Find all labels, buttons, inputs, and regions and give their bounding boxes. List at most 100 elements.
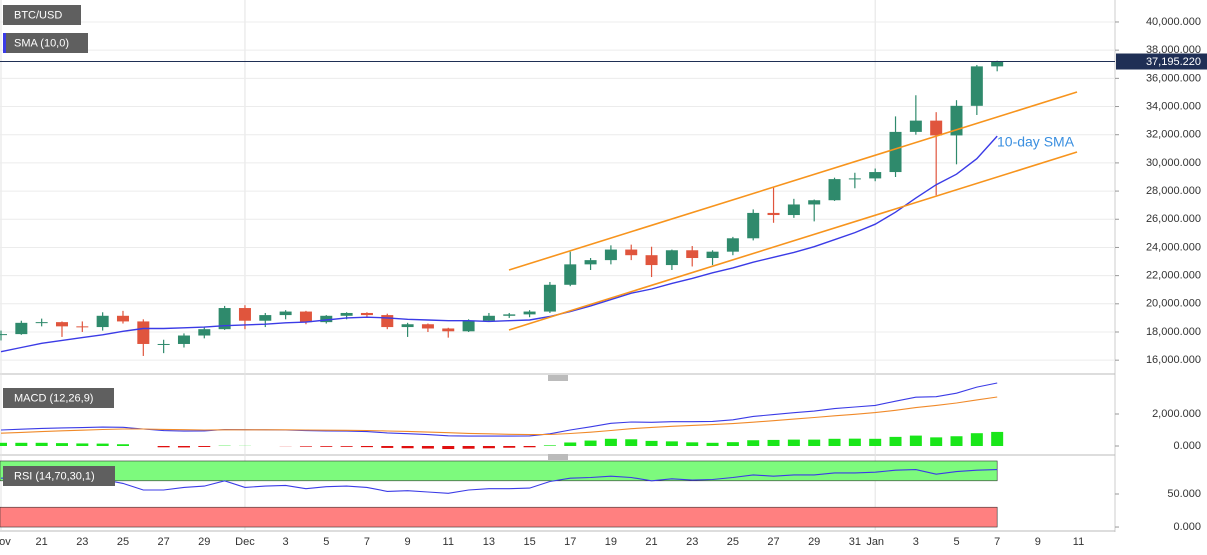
histogram-bar bbox=[706, 442, 719, 446]
candle-body bbox=[523, 311, 536, 315]
x-tick-label: 27 bbox=[158, 536, 170, 548]
candle-body bbox=[0, 334, 7, 336]
x-tick-label: 23 bbox=[76, 536, 88, 548]
x-tick-label: 17 bbox=[564, 536, 576, 548]
histogram-bar bbox=[767, 439, 780, 446]
legend-swatch bbox=[3, 33, 6, 53]
candle-body bbox=[96, 315, 109, 328]
histogram-bar bbox=[35, 442, 48, 446]
x-tick-label: 25 bbox=[727, 536, 739, 548]
overlay: 10-day SMA BTC/USD SMA (10,0) MACD (12,2… bbox=[3, 5, 1078, 486]
candle-body bbox=[706, 251, 719, 259]
resize-handle[interactable] bbox=[548, 375, 568, 381]
y-tick-label: 26,000.000 bbox=[1146, 213, 1201, 225]
x-tick-label: 31 bbox=[849, 536, 861, 548]
candle-body bbox=[55, 322, 68, 327]
x-tick-label: Jan bbox=[866, 536, 884, 548]
candle-body bbox=[726, 238, 739, 252]
y-tick-label: 34,000.000 bbox=[1146, 100, 1201, 112]
x-tick-label: 11 bbox=[443, 536, 454, 548]
channel-line bbox=[508, 91, 1078, 271]
y-tick-label: 32,000.000 bbox=[1146, 129, 1201, 141]
histogram-bar bbox=[157, 446, 170, 448]
histogram-bar bbox=[726, 442, 739, 446]
background bbox=[0, 0, 1116, 532]
candle-body bbox=[238, 308, 251, 321]
x-tick-label: 11 bbox=[1073, 536, 1084, 548]
y-tick-label: 36,000.000 bbox=[1146, 72, 1201, 84]
x-tick-label: 7 bbox=[364, 536, 370, 548]
histogram-bar bbox=[503, 446, 516, 448]
histogram-bar bbox=[889, 436, 902, 446]
y-tick-label: 24,000.000 bbox=[1146, 241, 1201, 253]
last-price-label: 37,195.220 bbox=[1146, 56, 1201, 68]
x-tick-label: 9 bbox=[405, 536, 411, 548]
candle-body bbox=[15, 322, 28, 335]
line-series bbox=[0, 135, 998, 353]
legend-box[interactable] bbox=[3, 466, 115, 486]
histogram-bar bbox=[747, 440, 760, 446]
candle-body bbox=[686, 250, 699, 259]
legend-entry: SMA (10,0) bbox=[14, 37, 69, 49]
candle-body bbox=[157, 343, 170, 345]
y-tick-label: 50.000 bbox=[1167, 488, 1201, 500]
line-series bbox=[0, 396, 998, 436]
histogram-bar bbox=[299, 446, 312, 447]
last-price-box bbox=[1116, 53, 1207, 70]
histogram-bar bbox=[360, 446, 373, 448]
channel-line bbox=[508, 151, 1078, 331]
candle-body bbox=[869, 172, 882, 179]
candle-body bbox=[828, 179, 841, 201]
histogram-bar bbox=[808, 439, 821, 446]
x-tick-label: 27 bbox=[767, 536, 779, 548]
y-tick-label: 2,000.000 bbox=[1152, 408, 1201, 420]
y-tick-label: 0.000 bbox=[1173, 521, 1201, 533]
histogram-bar bbox=[320, 446, 333, 447]
histogram-bar bbox=[564, 442, 577, 446]
legend-box[interactable] bbox=[3, 5, 81, 25]
x-tick-label: 25 bbox=[117, 536, 129, 548]
histogram-bar bbox=[950, 436, 963, 446]
histogram-bar bbox=[604, 438, 617, 446]
histogram-bar bbox=[421, 446, 434, 449]
y-tick-label: 30,000.000 bbox=[1146, 157, 1201, 169]
legend-box[interactable] bbox=[3, 33, 88, 53]
candle-body bbox=[360, 312, 373, 316]
candle-body bbox=[320, 315, 333, 323]
histogram-bar bbox=[462, 446, 475, 449]
candle-body bbox=[564, 264, 577, 285]
histogram-bar bbox=[96, 443, 109, 446]
candle-body bbox=[198, 329, 211, 336]
annotation: 10-day SMA bbox=[997, 134, 1075, 150]
histogram-bar bbox=[55, 443, 68, 446]
line-series bbox=[0, 382, 998, 437]
histogram-bar bbox=[645, 440, 658, 446]
histogram-bar bbox=[198, 446, 211, 447]
histogram-bar bbox=[970, 433, 983, 446]
candle-body bbox=[909, 120, 922, 132]
candle-body bbox=[116, 315, 129, 322]
x-tick-label: 19 bbox=[605, 536, 617, 548]
histogram-bar bbox=[930, 437, 943, 446]
candle-body bbox=[259, 315, 272, 321]
legend-box[interactable] bbox=[3, 388, 114, 408]
panel-title: MACD (12,26,9) bbox=[14, 392, 93, 404]
candle-body bbox=[747, 212, 760, 239]
histogram-bar bbox=[869, 438, 882, 446]
candle-body bbox=[218, 308, 231, 330]
x-tick-label: 5 bbox=[953, 536, 959, 548]
histogram-bar bbox=[76, 443, 89, 446]
candle-body bbox=[137, 321, 150, 344]
candle-body bbox=[401, 324, 414, 328]
x-tick-label: 13 bbox=[483, 536, 495, 548]
candle-body bbox=[482, 315, 495, 321]
x-tick-label: 15 bbox=[523, 536, 535, 548]
x-tick-label: 21 bbox=[645, 536, 657, 548]
candle-body bbox=[584, 260, 597, 265]
candle-body bbox=[279, 311, 292, 316]
histogram-bar bbox=[584, 440, 597, 446]
histogram-bar bbox=[909, 435, 922, 446]
x-tick-label: 23 bbox=[686, 536, 698, 548]
resize-handle[interactable] bbox=[548, 454, 568, 460]
